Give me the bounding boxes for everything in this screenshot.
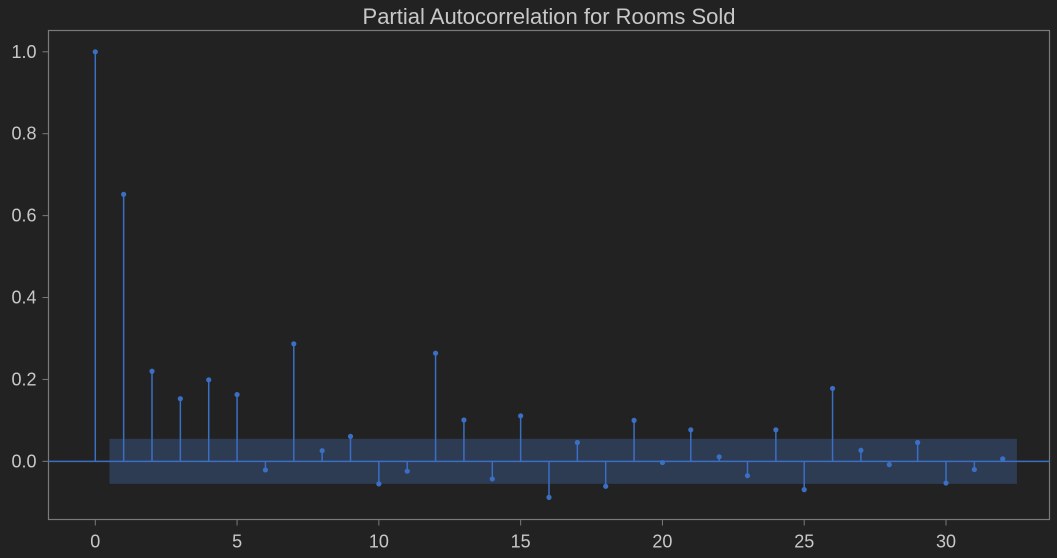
x-tick-label: 15 xyxy=(511,532,531,552)
stem-marker xyxy=(546,494,552,500)
chart-title: Partial Autocorrelation for Rooms Sold xyxy=(363,4,736,29)
stem-marker xyxy=(376,481,382,487)
stem-marker xyxy=(915,439,921,446)
stem-marker xyxy=(716,454,722,460)
stem-marker xyxy=(404,468,410,474)
stem-marker xyxy=(943,480,949,486)
x-tick-label: 0 xyxy=(90,532,100,552)
stem-marker xyxy=(829,385,836,392)
stem-marker xyxy=(177,396,183,402)
x-tick-label: 10 xyxy=(369,532,389,552)
stem-marker xyxy=(773,427,779,433)
y-tick-label: 0.8 xyxy=(11,124,36,144)
stem-marker xyxy=(489,476,495,482)
y-tick-label: 0.2 xyxy=(11,369,36,389)
stem-marker xyxy=(801,487,807,493)
y-tick-label: 1.0 xyxy=(11,42,36,62)
stem-marker xyxy=(886,462,892,468)
stem-marker xyxy=(206,377,212,383)
stem-marker xyxy=(603,483,609,489)
stem-marker xyxy=(432,350,439,356)
stem-marker xyxy=(744,473,751,479)
x-axis: 0 5 10 15 20 25 30 xyxy=(90,519,956,552)
stem-marker xyxy=(659,459,666,466)
stem-marker xyxy=(518,413,524,419)
stem-marker xyxy=(688,427,694,433)
x-tick-label: 25 xyxy=(794,532,814,552)
y-tick-label: 0.0 xyxy=(11,451,36,471)
stem-marker xyxy=(631,417,637,423)
x-tick-label: 5 xyxy=(232,532,242,552)
stem-marker xyxy=(149,368,155,374)
stem-marker xyxy=(262,467,269,473)
y-axis: 0.0 0.2 0.4 0.6 0.8 1.0 xyxy=(11,42,49,471)
stem-marker xyxy=(319,448,325,454)
stem-marker xyxy=(234,391,240,398)
stem-marker xyxy=(347,433,354,439)
x-tick-label: 20 xyxy=(652,532,672,552)
stem-marker xyxy=(971,466,977,473)
x-tick-label: 30 xyxy=(936,532,956,552)
markers-layer xyxy=(92,49,1006,500)
plot-frame xyxy=(47,29,1051,521)
stem-marker xyxy=(461,417,467,423)
stem-marker xyxy=(1000,456,1006,462)
stem-marker xyxy=(92,49,98,55)
stem-marker xyxy=(858,447,864,453)
stem-marker xyxy=(574,439,580,446)
stems-layer xyxy=(94,51,1004,498)
y-tick-label: 0.4 xyxy=(11,288,36,308)
y-tick-label: 0.6 xyxy=(11,206,36,226)
stem-marker xyxy=(121,191,127,197)
stem-marker xyxy=(291,341,297,347)
